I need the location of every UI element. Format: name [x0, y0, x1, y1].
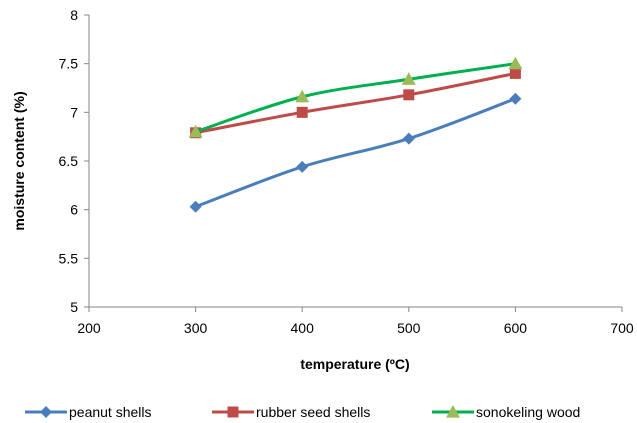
x-tick-label: 300	[184, 320, 208, 336]
y-tick-label: 7	[70, 104, 78, 120]
data-point-marker	[296, 160, 309, 173]
x-tick-label: 600	[504, 320, 528, 336]
data-point-marker	[402, 132, 415, 145]
series-line-2	[195, 62, 516, 134]
series-layer	[188, 56, 523, 213]
x-axis-title: temperature (ºC)	[300, 356, 409, 372]
plot-area: 200 300 400 500 600 700 5 5.5 6 6.5 7 7.5 8	[59, 7, 634, 336]
legend-label: peanut shells	[69, 404, 152, 420]
y-tick-label: 8	[70, 7, 78, 23]
y-tick-label: 6.5	[59, 153, 79, 169]
x-tick-label: 500	[397, 320, 421, 336]
x-tick-label: 700	[610, 320, 634, 336]
data-point-marker	[509, 67, 521, 79]
y-axis-ticks: 5 5.5 6 6.5 7 7.5 8	[59, 7, 89, 315]
y-tick-label: 7.5	[59, 56, 79, 72]
series-line-0	[195, 97, 516, 209]
legend-swatch-marker	[227, 406, 239, 418]
y-tick-label: 6	[70, 202, 78, 218]
data-point-marker	[189, 200, 202, 213]
data-point-marker	[401, 72, 416, 85]
x-tick-label: 200	[77, 320, 101, 336]
data-point-marker	[295, 89, 310, 103]
data-point-marker	[188, 124, 203, 138]
data-point-marker	[296, 106, 308, 118]
data-point-marker	[509, 92, 522, 105]
x-axis-ticks: 200 300 400 500 600 700	[77, 307, 634, 336]
y-axis-title: moisture content (%)	[11, 91, 27, 230]
series-line-1	[195, 71, 516, 135]
legend: peanut shells rubber seed shells sonokelin…	[25, 404, 580, 420]
legend-label: rubber seed shells	[256, 404, 370, 420]
data-point-marker	[403, 89, 415, 101]
y-tick-label: 5	[70, 299, 78, 315]
data-point-marker	[508, 56, 523, 70]
legend-label: sonokeling wood	[476, 404, 580, 420]
x-tick-label: 400	[291, 320, 315, 336]
y-tick-label: 5.5	[59, 250, 79, 266]
legend-swatch-marker	[446, 405, 460, 418]
legend-swatch-marker	[40, 406, 52, 418]
